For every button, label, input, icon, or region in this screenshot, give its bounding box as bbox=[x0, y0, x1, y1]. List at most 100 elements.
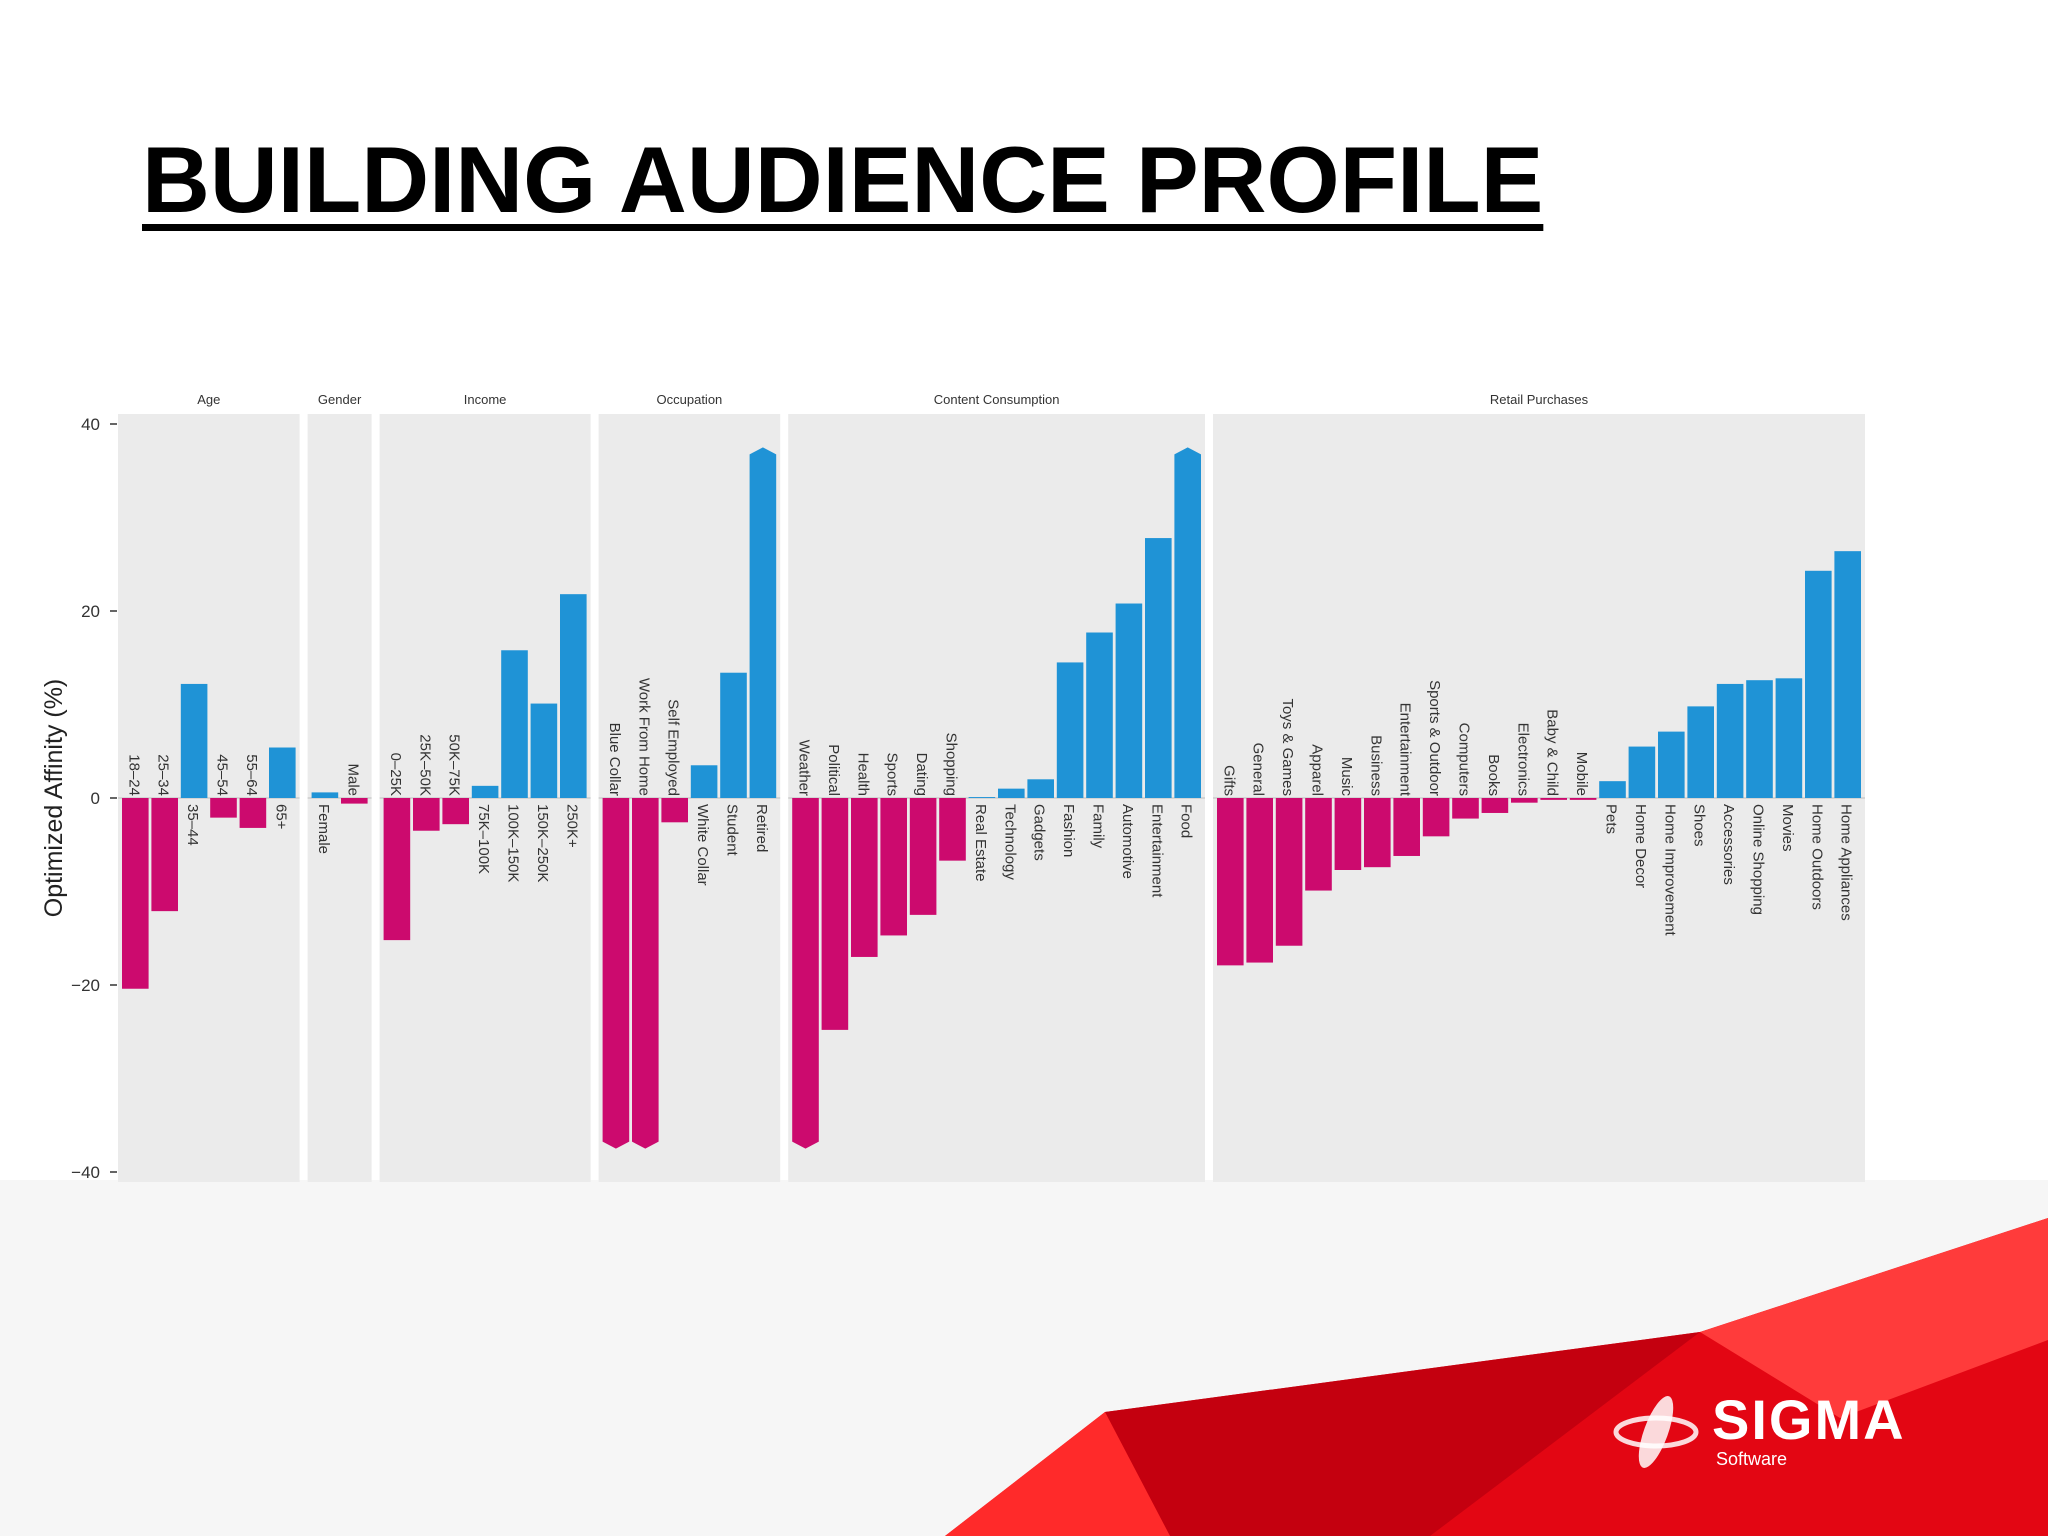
bar bbox=[180, 683, 208, 798]
bar bbox=[880, 798, 907, 936]
bar bbox=[968, 797, 996, 798]
bar bbox=[1115, 603, 1143, 798]
y-tick-label: −40 bbox=[71, 1163, 100, 1182]
bar bbox=[471, 785, 499, 798]
y-tick-label: 0 bbox=[91, 789, 100, 808]
bar bbox=[1599, 781, 1626, 798]
bar bbox=[1834, 551, 1861, 798]
bar bbox=[1511, 798, 1538, 803]
category-label: Home Appliances bbox=[1838, 804, 1855, 921]
bar bbox=[632, 798, 659, 1149]
facet-label: Age bbox=[197, 392, 220, 407]
category-label: Electronics bbox=[1514, 723, 1531, 796]
facet-label: Income bbox=[464, 392, 507, 407]
bar bbox=[1481, 798, 1509, 813]
category-label: Blue Collar bbox=[606, 723, 623, 796]
category-label: Entertainment bbox=[1148, 804, 1165, 898]
category-label: Technology bbox=[1001, 804, 1018, 880]
category-label: Pets bbox=[1603, 804, 1620, 834]
category-label: Student bbox=[724, 804, 741, 857]
facet-label: Occupation bbox=[657, 392, 723, 407]
bar bbox=[413, 798, 440, 831]
slide-title: BUILDING AUDIENCE PROFILE bbox=[142, 127, 1544, 232]
category-label: Sports bbox=[884, 753, 901, 796]
category-label: 65+ bbox=[272, 804, 289, 830]
category-label: Male bbox=[344, 763, 361, 796]
bar bbox=[1746, 680, 1773, 798]
category-label: Health bbox=[854, 753, 871, 796]
bar bbox=[661, 798, 688, 823]
red-ribbon-highlight bbox=[1105, 1332, 1700, 1536]
bar bbox=[1452, 798, 1479, 819]
category-label: Fashion bbox=[1060, 804, 1077, 857]
category-label: Female bbox=[315, 804, 332, 854]
bar bbox=[1217, 798, 1244, 966]
category-label: 50K–75K bbox=[446, 734, 463, 796]
category-label: 45–54 bbox=[214, 754, 231, 796]
bar bbox=[560, 594, 587, 798]
bar bbox=[1658, 731, 1685, 798]
bar bbox=[1275, 798, 1303, 946]
bar bbox=[1569, 798, 1597, 800]
y-tick-label: 20 bbox=[81, 602, 100, 621]
category-label: Food bbox=[1178, 804, 1195, 838]
bar bbox=[1246, 798, 1273, 963]
bar bbox=[1775, 678, 1803, 798]
category-label: Sports & Outdoor bbox=[1426, 680, 1443, 796]
category-label: Toys & Games bbox=[1279, 698, 1296, 796]
bar bbox=[1334, 798, 1362, 870]
category-label: Computers bbox=[1456, 723, 1473, 796]
bar bbox=[442, 798, 469, 825]
facet-label: Gender bbox=[318, 392, 362, 407]
red-ribbon-light bbox=[1700, 1218, 2048, 1418]
bar bbox=[311, 792, 339, 798]
category-label: 25–34 bbox=[155, 754, 172, 796]
bar bbox=[909, 798, 937, 915]
category-label: Family bbox=[1090, 804, 1107, 849]
category-label: Political bbox=[825, 744, 842, 796]
category-label: Books bbox=[1485, 754, 1502, 796]
category-label: Music bbox=[1338, 757, 1355, 797]
bar bbox=[749, 447, 777, 798]
y-tick-label: −20 bbox=[71, 976, 100, 995]
category-label: Weather bbox=[796, 740, 813, 796]
bar bbox=[792, 798, 819, 1149]
category-label: Shoes bbox=[1691, 804, 1708, 847]
bar bbox=[1687, 706, 1714, 798]
bar bbox=[1628, 746, 1656, 798]
category-label: Baby & Child bbox=[1544, 709, 1561, 796]
category-label: Shopping bbox=[943, 733, 960, 796]
category-label: Work From Home bbox=[635, 678, 652, 796]
category-label: General bbox=[1250, 743, 1267, 796]
category-label: Mobile bbox=[1573, 752, 1590, 796]
bar bbox=[1364, 798, 1391, 868]
category-label: Home Decor bbox=[1632, 804, 1649, 888]
bar bbox=[1305, 798, 1332, 891]
category-label: 75K–100K bbox=[475, 804, 492, 874]
category-label: 18–24 bbox=[125, 754, 142, 796]
bar bbox=[1422, 798, 1450, 837]
category-label: Movies bbox=[1779, 804, 1796, 852]
sigma-logo: SIGMA Software bbox=[1612, 1390, 1932, 1480]
bar bbox=[530, 703, 558, 798]
bar bbox=[341, 798, 368, 804]
category-label: Automotive bbox=[1119, 804, 1136, 879]
category-label: Online Shopping bbox=[1750, 804, 1767, 915]
bar bbox=[602, 798, 630, 1149]
bar bbox=[383, 798, 411, 941]
category-label: Apparel bbox=[1309, 744, 1326, 796]
category-label: Self Employed bbox=[665, 699, 682, 796]
sigma-logo-mark-icon bbox=[1613, 1396, 1699, 1468]
bar bbox=[939, 798, 966, 861]
bar bbox=[720, 672, 747, 798]
category-label: Real Estate bbox=[972, 804, 989, 882]
category-label: 0–25K bbox=[387, 753, 404, 796]
bar bbox=[239, 798, 267, 828]
y-axis-title: Optimized Affinity (%) bbox=[40, 679, 68, 918]
facet-label: Content Consumption bbox=[934, 392, 1060, 407]
category-label: 55–64 bbox=[243, 754, 260, 796]
bar bbox=[151, 798, 178, 912]
category-label: 250K+ bbox=[563, 804, 580, 848]
category-label: 150K–250K bbox=[534, 804, 551, 882]
